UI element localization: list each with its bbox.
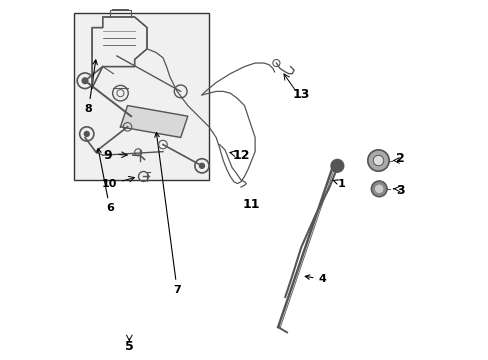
Polygon shape — [120, 105, 187, 138]
Text: 9: 9 — [103, 149, 112, 162]
Circle shape — [375, 185, 382, 192]
Circle shape — [330, 159, 343, 172]
Text: 3: 3 — [395, 184, 404, 197]
Text: 2: 2 — [395, 152, 404, 165]
Text: 11: 11 — [243, 198, 260, 211]
Text: 10: 10 — [102, 179, 117, 189]
Bar — [74, 13, 209, 180]
Text: 8: 8 — [84, 60, 97, 114]
Text: 13: 13 — [292, 89, 309, 102]
Polygon shape — [92, 17, 147, 88]
Text: 4: 4 — [305, 274, 326, 284]
Circle shape — [82, 78, 88, 84]
Circle shape — [372, 155, 383, 166]
Text: 7: 7 — [155, 132, 181, 295]
Text: 5: 5 — [124, 340, 133, 353]
Text: 1: 1 — [332, 179, 345, 189]
Text: 6: 6 — [97, 149, 114, 213]
Circle shape — [199, 163, 204, 168]
Text: 12: 12 — [232, 149, 249, 162]
Circle shape — [367, 150, 388, 171]
Circle shape — [84, 131, 89, 136]
Circle shape — [370, 181, 386, 197]
